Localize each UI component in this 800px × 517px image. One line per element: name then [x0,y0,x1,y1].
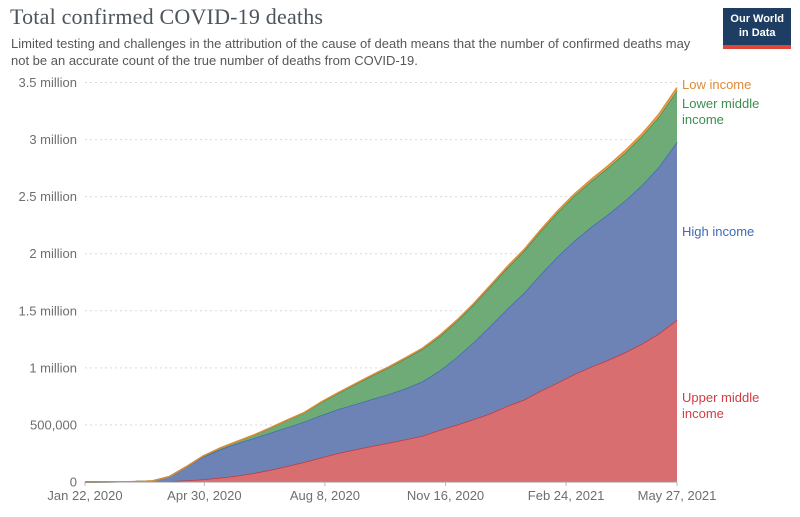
x-axis-tick-label: May 27, 2021 [638,488,717,503]
x-axis-tick-label: Feb 24, 2021 [528,488,605,503]
y-axis-tick-label: 2.5 million [18,189,77,204]
y-axis-tick-label: 500,000 [30,417,77,432]
owid-logo[interactable]: Our World in Data [723,8,791,49]
x-axis-tick-label: Apr 30, 2020 [167,488,241,503]
y-axis-tick-label: 3 million [29,132,77,147]
x-axis-tick-label: Nov 16, 2020 [407,488,484,503]
owid-logo-line1: Our World [730,13,784,25]
area-upper-middle-income[interactable] [85,319,677,482]
x-axis-tick-label: Jan 22, 2020 [47,488,122,503]
y-axis-tick-label: 3.5 million [18,75,77,90]
y-axis-tick-label: 2 million [29,246,77,261]
chart-subtitle: Limited testing and challenges in the at… [11,36,691,69]
owid-logo-line2: in Data [738,27,776,40]
legend-item-high-income[interactable]: High income [682,224,755,239]
line-low-income [84,87,678,483]
x-axis-tick-label: Aug 8, 2020 [290,488,360,503]
legend-item-low-income[interactable]: Low income [682,77,752,92]
legend-item-lower-middle-income[interactable]: Lower middle income [682,96,760,127]
area-high-income[interactable] [85,141,677,482]
y-axis-tick-label: 1.5 million [18,303,77,318]
legend-item-upper-middle-income[interactable]: Upper middle income [682,390,760,421]
y-axis-tick-label: 1 million [29,360,77,375]
page-title: Total confirmed COVID-19 deaths [10,4,324,29]
y-axis-tick-label: 0 [70,475,77,490]
